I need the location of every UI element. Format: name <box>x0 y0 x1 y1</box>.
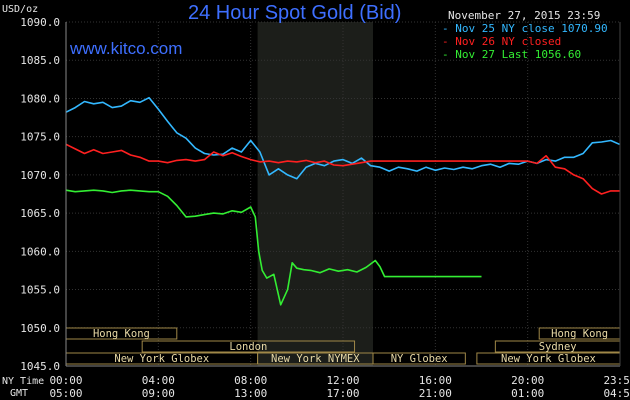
gmt-tick-label: 21:00 <box>419 387 452 400</box>
legend-entry-2: - Nov 26 NY closed <box>442 35 561 48</box>
ny-time-label: NY Time <box>2 376 44 387</box>
y-tick-label: 1045.0 <box>20 360 60 373</box>
nymex-session-band <box>257 22 374 366</box>
legend-entry-1: - Nov 25 NY close 1070.90 <box>442 22 608 35</box>
y-tick-label: 1085.0 <box>20 54 60 67</box>
site-label: www.kitco.com <box>69 39 182 58</box>
market-session-label: New York Globex <box>501 353 596 365</box>
gmt-tick-label: 04:59 <box>603 387 630 400</box>
market-session-label: NY Globex <box>391 353 448 365</box>
y-axis-label: USD/oz <box>2 4 38 15</box>
chart-date: November 27, 2015 23:59 <box>448 9 600 22</box>
y-tick-label: 1075.0 <box>20 131 60 144</box>
y-tick-label: 1070.0 <box>20 169 60 182</box>
axes-layer <box>65 22 621 367</box>
gmt-label: GMT <box>10 388 28 399</box>
chart-title: 24 Hour Spot Gold (Bid) <box>188 2 401 24</box>
y-tick-label: 1065.0 <box>20 207 60 220</box>
ny-tick-label: 04:00 <box>142 374 175 387</box>
y-tick-label: 1060.0 <box>20 245 60 258</box>
y-tick-label: 1080.0 <box>20 92 60 105</box>
ny-tick-label: 16:00 <box>419 374 452 387</box>
y-tick-label: 1090.0 <box>20 16 60 29</box>
market-session-label: New York Globex <box>114 353 209 365</box>
ny-tick-label: 08:00 <box>234 374 267 387</box>
market-session-label: New York NYMEX <box>271 353 360 365</box>
gmt-tick-label: 13:00 <box>234 387 267 400</box>
tick-labels-layer: 1090.0 1085.0 1080.0 1075.0 1070.0 1065.0 1060… <box>20 16 630 400</box>
y-tick-label: 1055.0 <box>20 284 60 297</box>
ny-tick-label: 00:00 <box>49 374 82 387</box>
market-session-bar <box>372 352 466 365</box>
gmt-tick-label: 17:00 <box>326 387 359 400</box>
gmt-tick-label: 01:00 <box>511 387 544 400</box>
y-tick-label: 1050.0 <box>20 322 60 335</box>
market-session-label: London <box>229 341 267 353</box>
legend-entry-3: - Nov 27 Last 1056.60 <box>442 48 581 61</box>
highlight-band-layer <box>257 22 374 366</box>
market-session-bar <box>141 340 356 353</box>
gmt-tick-label: 09:00 <box>142 387 175 400</box>
market-session-label: Hong Kong <box>93 328 150 340</box>
series-line-2 <box>65 143 620 195</box>
series-line-3 <box>65 189 482 306</box>
ny-tick-label: 12:00 <box>326 374 359 387</box>
market-session-label: Sydney <box>539 341 577 353</box>
series-layer <box>65 96 620 306</box>
market-session-label: Hong Kong <box>551 328 608 340</box>
ny-tick-label: 23:59 <box>603 374 630 387</box>
ny-tick-label: 20:00 <box>511 374 544 387</box>
legend: - Nov 25 NY close 1070.90- Nov 26 NY clo… <box>442 22 608 61</box>
gmt-tick-label: 05:00 <box>49 387 82 400</box>
